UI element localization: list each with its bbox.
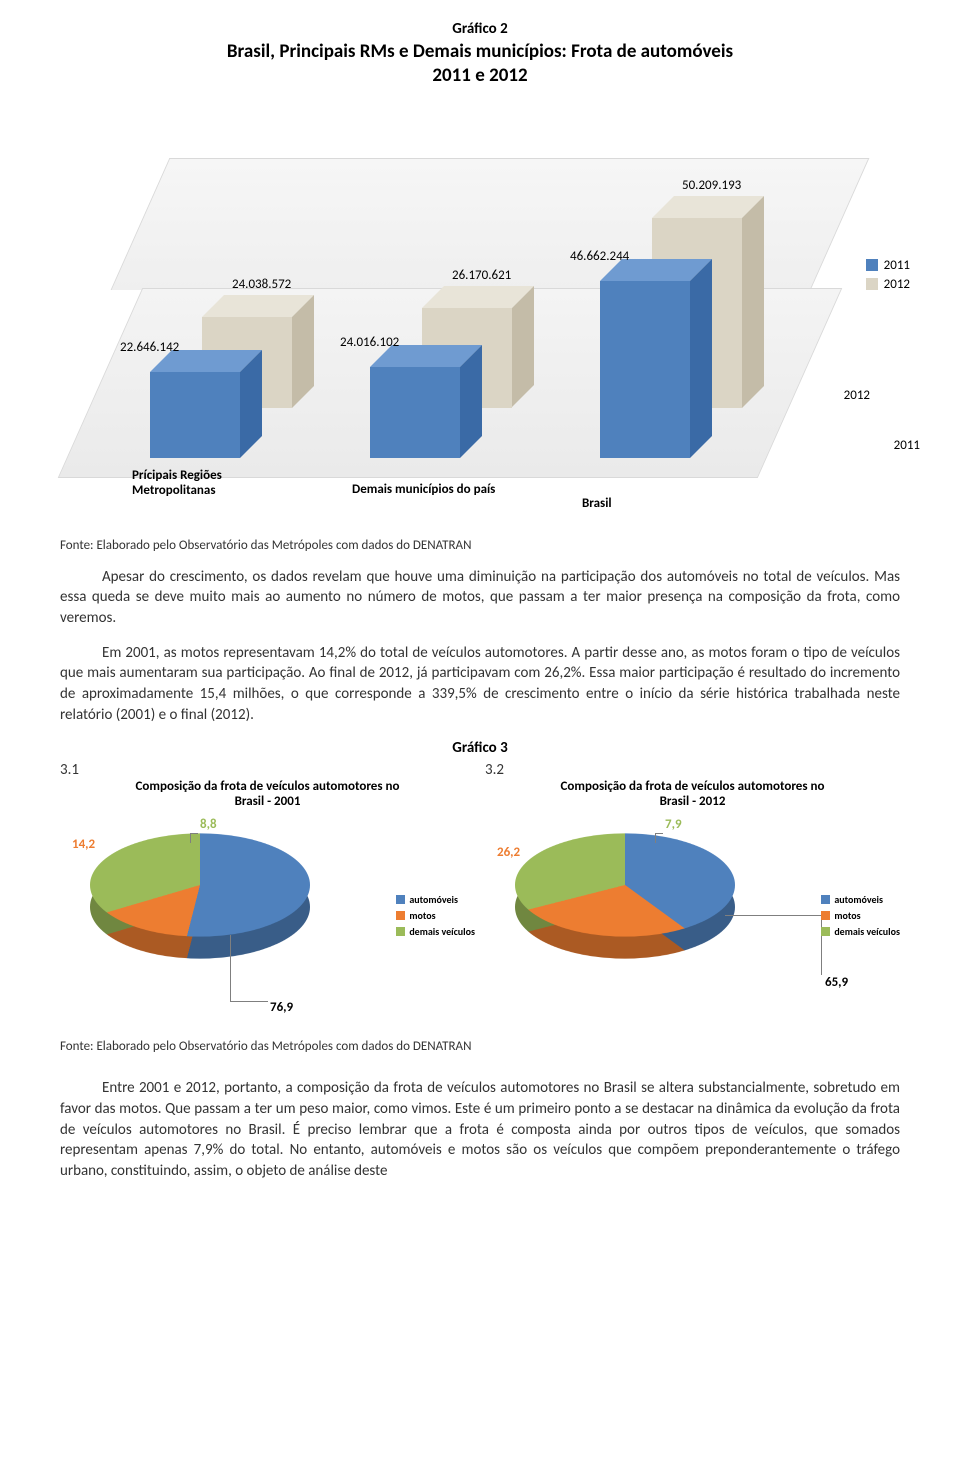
depth-2012: 2012 xyxy=(844,388,870,403)
chart3-right-title: Composição da frota de veículos automoto… xyxy=(485,779,900,809)
cat-1: Demais municípios do país xyxy=(352,482,495,497)
pie-legend-item-0: automóveis xyxy=(834,893,883,906)
chart3-left-num: 3.1 xyxy=(60,761,475,779)
chart3-row: 3.1 Composição da frota de veículos auto… xyxy=(60,761,900,1035)
val-0-2011: 22.646.142 xyxy=(120,340,179,355)
pie-label-2: 8,8 xyxy=(200,817,217,832)
pie-legend-item-2: demais veículos xyxy=(409,925,475,938)
pie-top xyxy=(515,834,735,937)
pie-label-0: 65,9 xyxy=(825,975,848,990)
chart2-legend: 2011 2012 xyxy=(866,258,910,296)
val-2-2011: 46.662.244 xyxy=(570,249,629,264)
chart2-title: Brasil, Principais RMs e Demais municípi… xyxy=(60,40,900,88)
pie-leader-3 xyxy=(655,833,663,834)
chart3-right: 3.2 Composição da frota de veículos auto… xyxy=(485,761,900,1035)
chart2-label: Gráfico 2 xyxy=(60,20,900,38)
chart3-right-num: 3.2 xyxy=(485,761,900,779)
pie-leader-0 xyxy=(725,915,821,916)
chart3-source: Fonte: Elaborado pelo Observatório das M… xyxy=(60,1039,900,1054)
pie-legend-item-2: demais veículos xyxy=(834,925,900,938)
chart3-left: 3.1 Composição da frota de veículos auto… xyxy=(60,761,475,1035)
chart2-source: Fonte: Elaborado pelo Observatório das M… xyxy=(60,538,900,553)
pie-leader-0 xyxy=(230,935,231,1001)
pie-legend-item-0: automóveis xyxy=(409,893,458,906)
pie-top xyxy=(90,834,310,937)
paragraph-2: Em 2001, as motos representavam 14,2% do… xyxy=(60,643,900,726)
chart3-left-title: Composição da frota de veículos automoto… xyxy=(60,779,475,809)
pie-legend: automóveis motos demais veículos xyxy=(821,893,900,941)
bar-1-2011 xyxy=(370,367,460,458)
legend-2011: 2011 xyxy=(884,258,910,273)
bar-2-2011 xyxy=(600,281,690,458)
cat-0: Prícipais Regiões Metropolitanas xyxy=(132,468,222,498)
val-2-2012: 50.209.193 xyxy=(682,178,741,193)
pie-leader-2 xyxy=(190,833,191,843)
val-1-2011: 24.016.102 xyxy=(340,335,399,350)
pie-label-1: 14,2 xyxy=(72,837,95,852)
chart2-container: 22.646.142 24.038.572 Prícipais Regiões Me… xyxy=(60,98,900,518)
pie-legend-item-1: motos xyxy=(834,909,860,922)
chart3-label: Gráfico 3 xyxy=(60,739,900,757)
paragraph-3: Entre 2001 e 2012, portanto, a composiçã… xyxy=(60,1078,900,1181)
val-0-2012: 24.038.572 xyxy=(232,277,291,292)
pie-legend: automóveis motos demais veículos xyxy=(396,893,475,941)
pie-leader-1 xyxy=(230,1001,268,1002)
paragraph-1: Apesar do crescimento, os dados revelam … xyxy=(60,567,900,629)
bar-0-2011 xyxy=(150,372,240,458)
pie-leader-3 xyxy=(190,833,198,834)
pie-leader-2 xyxy=(655,833,656,843)
depth-2011: 2011 xyxy=(894,438,920,453)
pie-label-1: 26,2 xyxy=(497,845,520,860)
legend-2012: 2012 xyxy=(884,277,910,292)
val-1-2012: 26.170.621 xyxy=(452,268,511,283)
pie-label-2: 7,9 xyxy=(665,817,682,832)
pie-label-0: 76,9 xyxy=(270,1000,293,1015)
cat-2: Brasil xyxy=(582,496,612,511)
pie-legend-item-1: motos xyxy=(409,909,435,922)
